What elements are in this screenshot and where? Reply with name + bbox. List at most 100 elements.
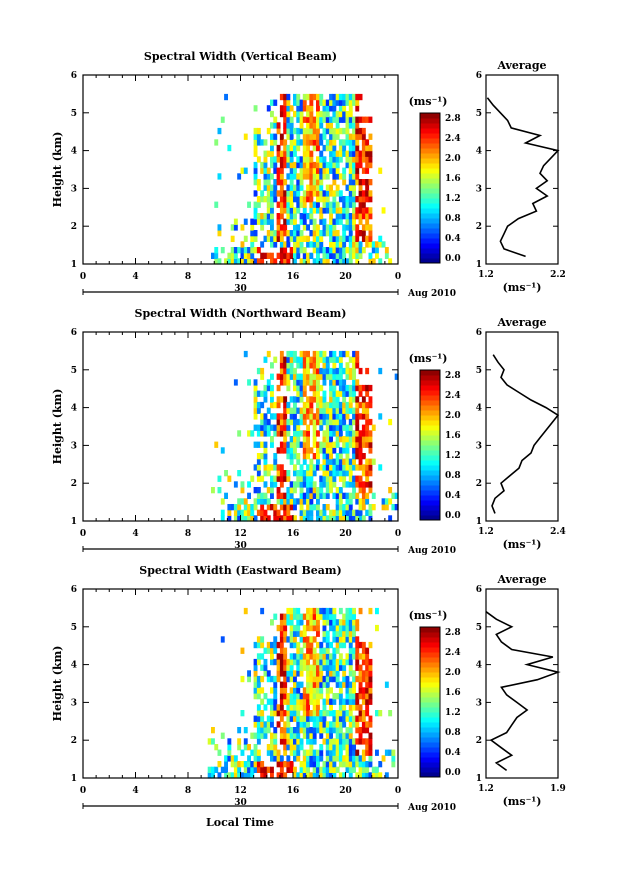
heatmap-cell xyxy=(279,418,284,426)
heatmap-cell xyxy=(355,464,360,471)
heatmap-cell xyxy=(263,453,268,460)
heatmap-cell xyxy=(256,710,261,717)
heatmap-cell xyxy=(325,447,330,454)
heatmap-cell xyxy=(253,715,258,722)
heatmap-cell xyxy=(296,430,301,437)
colorbar-segment xyxy=(420,400,440,406)
date-day: 30 xyxy=(234,541,247,551)
colorbar-segment xyxy=(420,707,440,713)
heatmap-cell xyxy=(286,670,291,677)
heatmap-cell xyxy=(352,464,356,471)
heatmap-cell xyxy=(355,715,360,722)
heatmap-cell xyxy=(345,350,350,358)
heatmap-cell xyxy=(289,630,294,637)
heatmap-cell xyxy=(316,127,320,135)
heatmap-cell xyxy=(256,458,261,465)
heatmap-cell xyxy=(279,772,284,779)
heatmap-cell xyxy=(286,424,291,431)
heatmap-cell xyxy=(266,235,271,242)
heatmap-cell xyxy=(361,755,366,762)
heatmap-cell xyxy=(319,721,324,728)
heatmap-cell xyxy=(289,235,294,242)
heatmap-cell xyxy=(348,196,353,203)
heatmap-cell xyxy=(316,156,320,163)
heatmap-cell xyxy=(240,241,245,248)
heatmap-cell xyxy=(270,715,274,722)
heatmap-cell xyxy=(335,356,340,363)
heatmap-cell xyxy=(338,105,343,112)
heatmap-cell xyxy=(279,430,284,437)
heatmap-cell xyxy=(316,373,320,380)
heatmap-cell xyxy=(338,384,343,392)
heatmap-cell xyxy=(309,362,314,369)
heatmap-cell xyxy=(276,252,281,259)
heatmap-cell xyxy=(256,258,261,265)
heatmap-cell xyxy=(335,235,340,242)
heatmap-cell xyxy=(348,190,353,197)
heatmap-cell xyxy=(289,173,294,180)
heatmap-cell xyxy=(306,470,310,477)
heatmap-cell xyxy=(348,201,353,208)
date-month: Aug 2010 xyxy=(407,546,456,556)
heatmap-cell xyxy=(342,384,347,392)
heatmap-cell xyxy=(361,133,366,140)
colorbar-segment xyxy=(420,375,440,381)
heatmap-cell xyxy=(322,190,327,197)
heatmap-cell xyxy=(289,373,294,380)
heatmap-cell xyxy=(293,613,297,620)
heatmap-cell xyxy=(355,396,360,403)
heatmap-cell xyxy=(270,258,274,265)
heatmap-cell xyxy=(270,139,274,146)
heatmap-cell xyxy=(211,727,215,734)
heatmap-cell xyxy=(348,167,353,174)
heatmap-cell xyxy=(368,641,373,649)
heatmap-cell xyxy=(214,766,219,773)
heatmap-cell xyxy=(319,418,324,426)
heatmap-cell xyxy=(335,207,340,214)
heatmap-cell xyxy=(342,447,347,454)
heatmap-cell xyxy=(240,509,245,516)
heatmap-cell xyxy=(361,498,366,505)
heatmap-cell xyxy=(237,744,242,751)
heatmap-cell xyxy=(345,710,350,717)
heatmap-cell xyxy=(329,470,333,477)
heatmap-cell xyxy=(296,755,301,762)
heatmap-cell xyxy=(289,413,294,420)
heatmap-cell xyxy=(322,715,327,722)
heatmap-cell xyxy=(263,447,268,454)
heatmap-cell xyxy=(355,241,360,248)
heatmap-cell xyxy=(355,698,360,705)
heatmap-cell xyxy=(332,207,337,214)
heatmap-cell xyxy=(319,647,324,654)
heatmap-cell xyxy=(335,636,340,643)
heatmap-cell xyxy=(276,150,281,157)
heatmap-cell xyxy=(306,224,310,231)
heatmap-cell xyxy=(312,755,317,762)
heatmap-cell xyxy=(283,230,288,237)
heatmap-cell xyxy=(338,693,343,700)
heatmap-cell xyxy=(263,515,268,522)
heatmap-cell xyxy=(352,224,356,231)
heatmap-cell xyxy=(299,658,304,666)
heatmap-cell xyxy=(352,619,356,626)
heatmap-cell xyxy=(293,436,297,443)
heatmap-cell xyxy=(355,379,360,386)
heatmap-cell xyxy=(365,698,370,705)
colorbar-segment xyxy=(420,163,440,169)
heatmap-cell xyxy=(375,772,379,779)
heatmap-cell xyxy=(250,509,255,516)
heatmap-cell xyxy=(355,749,360,756)
heatmap-cell xyxy=(279,190,284,197)
heatmap-cell xyxy=(348,441,353,448)
heatmap-cell xyxy=(316,190,320,197)
heatmap-cell xyxy=(312,418,317,426)
heatmap-cell xyxy=(217,749,222,756)
heatmap-cell xyxy=(247,675,251,683)
heatmap-cell xyxy=(256,492,261,499)
heatmap-cell xyxy=(352,475,356,482)
heatmap-cell xyxy=(361,721,366,728)
heatmap-cell xyxy=(266,207,271,214)
heatmap-cell xyxy=(368,252,373,259)
heatmap-cell xyxy=(358,481,363,488)
heatmap-cell xyxy=(335,624,340,632)
